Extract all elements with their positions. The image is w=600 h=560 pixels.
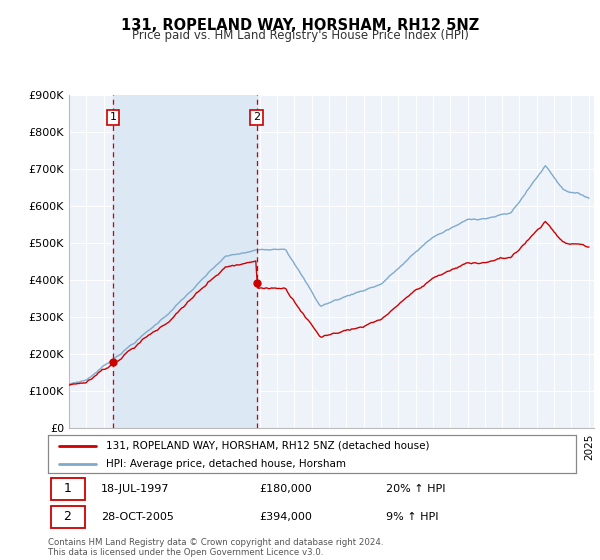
Text: £394,000: £394,000 (259, 512, 312, 522)
FancyBboxPatch shape (50, 506, 85, 528)
Text: 28-OCT-2005: 28-OCT-2005 (101, 512, 173, 522)
Text: 1: 1 (110, 113, 116, 123)
Text: 18-JUL-1997: 18-JUL-1997 (101, 484, 169, 494)
Text: 131, ROPELAND WAY, HORSHAM, RH12 5NZ (detached house): 131, ROPELAND WAY, HORSHAM, RH12 5NZ (de… (106, 441, 430, 451)
Text: 2: 2 (253, 113, 260, 123)
Text: HPI: Average price, detached house, Horsham: HPI: Average price, detached house, Hors… (106, 459, 346, 469)
Text: £180,000: £180,000 (259, 484, 312, 494)
Text: 9% ↑ HPI: 9% ↑ HPI (386, 512, 439, 522)
Bar (113, 95, 257, 428)
Text: Contains HM Land Registry data © Crown copyright and database right 2024.
This d: Contains HM Land Registry data © Crown c… (48, 538, 383, 557)
Text: Price paid vs. HM Land Registry's House Price Index (HPI): Price paid vs. HM Land Registry's House … (131, 29, 469, 42)
Text: 2: 2 (64, 510, 71, 524)
FancyBboxPatch shape (50, 478, 85, 500)
Text: 1: 1 (64, 482, 71, 496)
Text: 131, ROPELAND WAY, HORSHAM, RH12 5NZ: 131, ROPELAND WAY, HORSHAM, RH12 5NZ (121, 18, 479, 33)
Text: 20% ↑ HPI: 20% ↑ HPI (386, 484, 445, 494)
